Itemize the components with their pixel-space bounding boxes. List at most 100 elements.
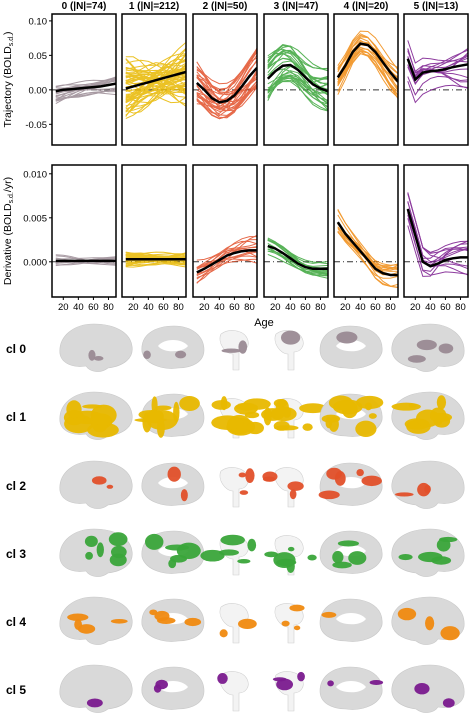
activation-patch: [173, 401, 180, 423]
activation-patch: [143, 350, 151, 360]
activation-patch: [286, 559, 295, 573]
brain-view: [319, 393, 384, 437]
trajectory-line: [196, 77, 257, 95]
activation-patch: [179, 396, 200, 412]
activation-patch: [110, 618, 128, 624]
activation-patch: [93, 356, 104, 361]
activation-patch: [424, 484, 431, 494]
trajectory-line: [267, 60, 328, 86]
brain-view: [319, 598, 383, 642]
activation-patch: [318, 490, 340, 500]
panel-title-2: 2 (|N|=50): [203, 1, 248, 12]
brain-view: [59, 323, 133, 372]
trajectory-line: [407, 54, 468, 77]
brain-view: [141, 666, 205, 710]
derivative-panels: 20 40 60 80 20 40 60 80 20 40 60 80 20 40 60 80 20 40 60 80…: [51, 164, 469, 313]
cluster-label: cl 4: [6, 615, 26, 629]
trajectory-line: [196, 255, 257, 278]
trajectory-line: [196, 48, 257, 85]
derivative-panel-0: 20 40 60 80: [51, 164, 117, 313]
activation-patch: [325, 416, 333, 429]
derivative-panel-2: 20 40 60 80: [192, 164, 258, 313]
activation-patch: [321, 611, 337, 618]
panel-frame: [121, 164, 187, 298]
brain-row-cl-2: cl 2: [6, 460, 465, 509]
trajectory-panel-0: [51, 13, 117, 146]
activation-patch: [407, 355, 426, 363]
activation-patch: [287, 546, 295, 552]
activation-patch: [220, 534, 245, 546]
activation-patch: [398, 554, 413, 561]
trajectory-line: [196, 249, 257, 268]
brain-view: [217, 671, 249, 712]
activation-patch: [327, 680, 334, 687]
brain-row-cl-1: cl 1: [6, 391, 465, 440]
activation-patch: [436, 538, 451, 552]
mean-trajectory-line: [267, 244, 328, 271]
trajectory-line: [125, 82, 186, 95]
x-tick-label: 20: [128, 302, 139, 313]
activation-patch: [151, 396, 158, 414]
activation-patch: [361, 475, 382, 487]
trajectory-line: [267, 45, 328, 72]
activation-patch: [414, 682, 430, 695]
mean-trajectory-line: [196, 249, 257, 274]
brain-view: [59, 596, 133, 645]
mean-trajectory-line: [406, 208, 468, 268]
activation-patch: [348, 551, 367, 565]
trajectory-line: [125, 88, 186, 107]
activation-patch: [184, 617, 202, 627]
trajectory-panels: [51, 13, 469, 146]
trajectory-line: [55, 79, 116, 88]
trajectory-line: [337, 33, 398, 79]
mean-trajectory-line: [195, 66, 257, 104]
cluster-label: cl 5: [6, 683, 26, 697]
panel-frame: [192, 164, 258, 298]
activation-patch: [307, 554, 317, 561]
activation-patch: [416, 339, 437, 351]
x-tick-label: 60: [229, 302, 240, 313]
panel-frame: [51, 13, 117, 146]
activation-patch: [155, 679, 168, 690]
activation-patch: [85, 551, 93, 560]
trajectory-line: [196, 49, 257, 90]
brain-view: [391, 460, 465, 509]
x-tick-label: 80: [385, 302, 396, 313]
panel-frame: [121, 13, 187, 146]
activation-patch: [221, 348, 241, 353]
cluster-label: cl 2: [6, 479, 26, 493]
activation-patch: [276, 678, 294, 691]
panel-frame: [403, 164, 469, 298]
trajectory-line: [337, 230, 398, 267]
activation-patch: [397, 607, 417, 621]
activation-patch: [96, 542, 104, 558]
activation-patch: [442, 698, 455, 708]
y-tick-label: 0.000: [23, 257, 47, 268]
x-tick-label: 60: [158, 302, 169, 313]
x-tick-label: 60: [370, 302, 381, 313]
brain-view: [274, 330, 304, 371]
brain-view: [141, 530, 205, 574]
trajectory-line: [55, 88, 116, 101]
brain-view: [319, 666, 384, 710]
trajectory-line: [337, 50, 398, 99]
activation-patch: [90, 404, 117, 426]
trajectory-line: [267, 76, 328, 112]
x-tick-label: 40: [143, 302, 154, 313]
activation-patch: [86, 698, 103, 708]
x-tick-label: 80: [103, 302, 114, 313]
activation-patch: [418, 551, 443, 563]
top-axis-label: Trajectory (BOLDs.d.): [2, 31, 15, 127]
cluster-label: cl 1: [6, 410, 26, 424]
trajectory-line: [407, 193, 468, 267]
trajectory-line: [125, 263, 186, 268]
brain-maps: cl 0 cl 1 cl 2 cl 3 cl 4 cl 5: [6, 323, 465, 713]
activation-patch: [66, 400, 82, 419]
activation-patch: [91, 476, 107, 485]
activation-patch: [302, 423, 313, 431]
individual-trajectories: [267, 44, 328, 112]
activation-patch: [332, 561, 352, 569]
axes: 0.10 0.05 0.00 -0.05 0.010 0.005 0.000 Trajecto…: [2, 16, 274, 329]
brain-view: [274, 603, 305, 644]
